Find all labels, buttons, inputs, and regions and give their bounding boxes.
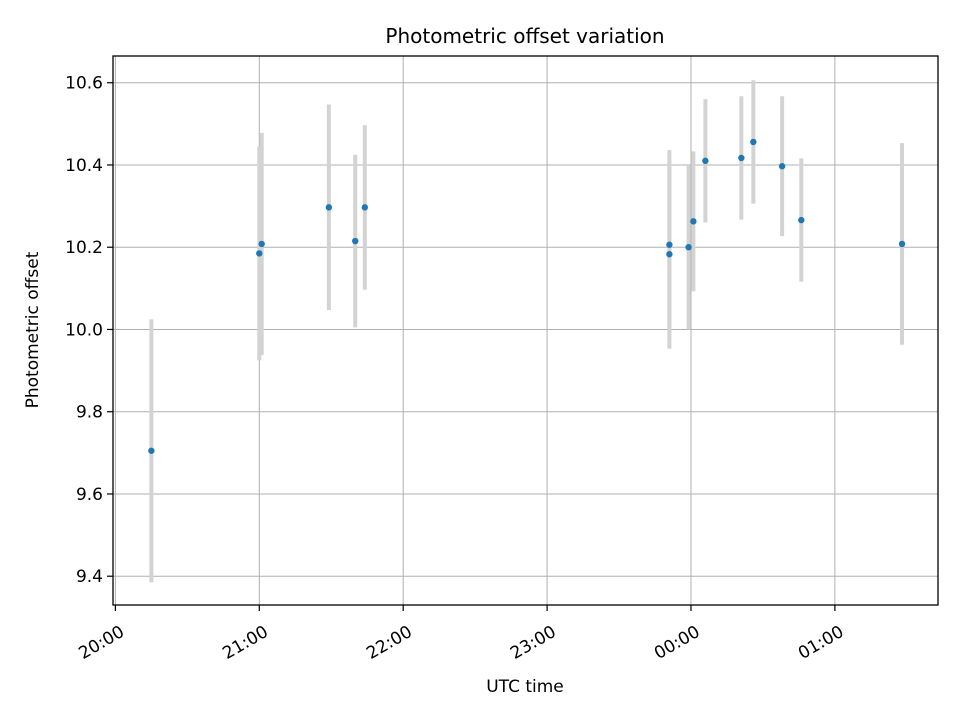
- y-tick-label: 10.0: [65, 320, 103, 340]
- data-point: [666, 241, 673, 248]
- data-point: [256, 250, 263, 257]
- data-point: [898, 240, 906, 248]
- x-axis-title: UTC time: [486, 677, 564, 697]
- grid-lines: [113, 56, 938, 605]
- y-tick-label: 10.6: [65, 74, 103, 94]
- data-point: [685, 244, 692, 251]
- chart-title: Photometric offset variation: [385, 24, 664, 48]
- data-point: [778, 163, 786, 170]
- data-point: [352, 237, 359, 245]
- data-point: [361, 204, 369, 211]
- y-axis-title: Photometric offset: [23, 251, 43, 408]
- data-point: [148, 447, 155, 454]
- data-point: [738, 154, 745, 162]
- y-tick-label: 9.8: [76, 403, 103, 423]
- data-point: [325, 204, 333, 211]
- data-point: [690, 218, 697, 225]
- data-point: [750, 138, 757, 146]
- data-point: [666, 251, 673, 258]
- data-point: [798, 216, 805, 224]
- data-points: [148, 138, 906, 454]
- y-tick-label: 9.4: [76, 567, 103, 587]
- data-point: [258, 240, 265, 248]
- y-axis-ticks: 9.4 9.6 9.8 10.0 10.2 10.4 10.6: [65, 74, 113, 587]
- plot-frame: [112, 55, 939, 606]
- y-tick-label: 10.2: [65, 238, 103, 258]
- y-tick-label: 9.6: [76, 485, 103, 505]
- data-point: [702, 157, 709, 165]
- y-tick-label: 10.4: [65, 156, 103, 176]
